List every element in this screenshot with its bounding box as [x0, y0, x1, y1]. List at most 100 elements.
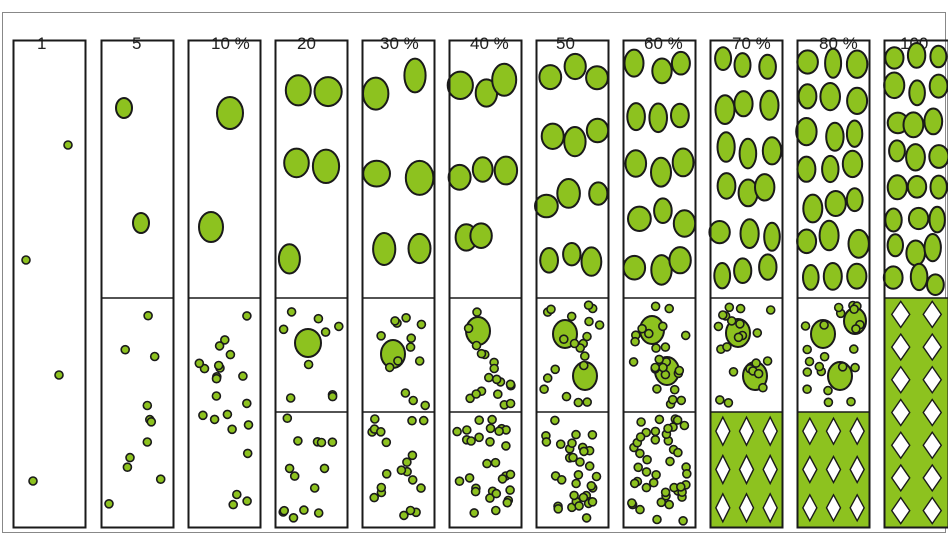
- pore-diamond: [922, 398, 943, 427]
- small-particle: [546, 304, 556, 315]
- large-particle: [845, 49, 869, 79]
- small-particle: [850, 362, 860, 373]
- small-particle: [762, 356, 773, 366]
- label-1: 1: [37, 34, 47, 53]
- small-particle: [452, 426, 462, 437]
- small-particle: [654, 414, 665, 425]
- small-particle: [833, 302, 844, 313]
- small-particle: [765, 305, 776, 315]
- large-particle: [825, 121, 845, 152]
- small-particle: [575, 457, 585, 467]
- small-particle: [679, 420, 690, 431]
- pore-diamond: [890, 398, 911, 427]
- small-particle: [629, 478, 640, 489]
- large-particle: [763, 221, 781, 252]
- small-particle: [490, 457, 501, 468]
- small-particle: [497, 474, 508, 484]
- small-particle: [211, 391, 222, 401]
- small-particle: [660, 342, 671, 352]
- small-particle: [242, 311, 252, 321]
- small-particle: [586, 480, 597, 491]
- small-particle: [672, 415, 683, 425]
- label-10: 10 %: [211, 34, 250, 53]
- pore-diamond: [802, 493, 818, 523]
- large-particle: [824, 190, 847, 217]
- column-4: [274, 39, 349, 529]
- small-particle: [299, 505, 309, 515]
- small-particle: [849, 304, 859, 315]
- small-particle: [717, 310, 728, 320]
- large-particle: [929, 44, 948, 69]
- large-particle: [761, 136, 783, 166]
- small-particle: [582, 397, 593, 407]
- large-particle: [845, 187, 864, 213]
- large-particle: [905, 143, 926, 172]
- large-particle: [216, 96, 244, 130]
- large-particle: [906, 42, 927, 69]
- small-particle: [220, 335, 230, 345]
- small-particle: [483, 372, 494, 383]
- small-particle: [303, 359, 314, 370]
- small-particle: [735, 319, 745, 329]
- large-particle: [372, 232, 397, 266]
- small-particle: [664, 499, 675, 510]
- small-particle: [583, 300, 594, 311]
- pore-diamond: [849, 455, 865, 484]
- large-particle: [733, 90, 754, 118]
- small-particle: [733, 332, 744, 343]
- pore-diamond: [825, 455, 842, 484]
- small-particle: [569, 490, 579, 501]
- large-particle: [907, 206, 930, 231]
- small-particle: [400, 388, 411, 398]
- small-particle: [676, 395, 687, 406]
- small-particle: [579, 446, 589, 457]
- small-particle: [381, 437, 392, 448]
- large-particle: [672, 209, 697, 238]
- small-particle: [282, 413, 293, 424]
- small-particle: [650, 426, 661, 437]
- large-particle: [563, 126, 587, 158]
- small-particle: [751, 358, 761, 368]
- small-particle: [848, 344, 859, 354]
- small-particle: [369, 492, 380, 503]
- large-particle: [902, 111, 925, 139]
- small-particle: [125, 452, 135, 463]
- small-particle: [309, 483, 320, 493]
- small-particle: [726, 316, 737, 326]
- column-3: [187, 39, 262, 529]
- small-particle: [401, 312, 411, 323]
- small-particle: [658, 362, 668, 373]
- small-particle: [155, 474, 166, 485]
- large-particle: [841, 149, 864, 179]
- pore-diamond: [922, 332, 943, 362]
- large-particle: [886, 174, 908, 201]
- small-particle: [654, 354, 665, 365]
- pore-diamond: [922, 496, 943, 525]
- outer-frame: [2, 12, 946, 533]
- pore-diamond: [802, 416, 818, 446]
- large-particle: [821, 154, 840, 184]
- small-particle: [120, 344, 130, 355]
- small-particle: [491, 488, 502, 499]
- small-particle: [142, 437, 153, 447]
- small-particle: [289, 471, 300, 481]
- large-particle: [847, 228, 870, 259]
- small-particle: [542, 373, 553, 383]
- large-particle: [754, 173, 776, 202]
- small-particle: [313, 508, 324, 518]
- small-particle: [399, 510, 409, 521]
- large-particle: [284, 74, 312, 107]
- small-particle: [626, 498, 637, 508]
- small-particle: [285, 393, 296, 403]
- small-particle: [635, 448, 645, 459]
- large-particle: [906, 175, 928, 199]
- small-particle: [584, 461, 595, 471]
- small-particle: [476, 348, 487, 359]
- small-particle: [569, 338, 580, 349]
- large-particle: [650, 156, 672, 188]
- small-particle: [723, 397, 734, 408]
- label-40: 40 %: [470, 34, 509, 53]
- column-outline: [796, 39, 871, 529]
- pore-diamond: [849, 416, 865, 446]
- small-particle: [578, 360, 589, 371]
